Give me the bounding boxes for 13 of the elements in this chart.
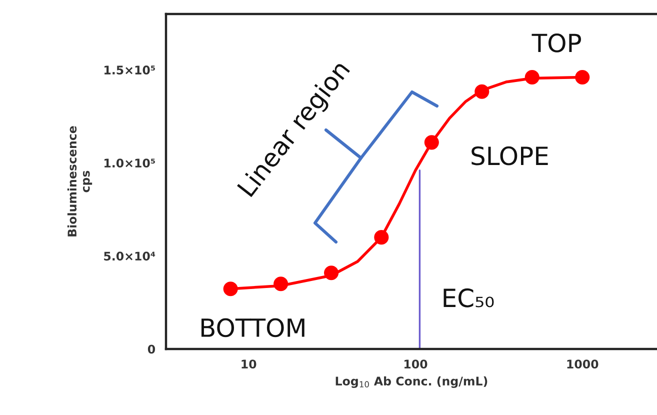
x-axis-title: Log$_{10}$ Ab Conc. (ng/mL) [336,376,488,388]
x-tick-label: 100 [404,360,428,369]
y-tick-label: 0 [148,344,156,354]
y-tick-label: 1.0×10⁵ [104,158,155,168]
y-axis-title: Bioluminescence cps [67,126,92,236]
annotation: EC₅₀ [444,288,494,308]
annotation: BOTTOM [201,318,304,338]
annotation: SLOPE [472,146,548,166]
y-tick-label: 5.0×10⁴ [104,252,156,261]
annotation: TOP [532,34,581,52]
x-tick-label: 1000 [567,360,598,369]
x-tick-label: 10 [242,360,256,369]
y-tick-label: 1.5×10⁵ [104,66,155,74]
